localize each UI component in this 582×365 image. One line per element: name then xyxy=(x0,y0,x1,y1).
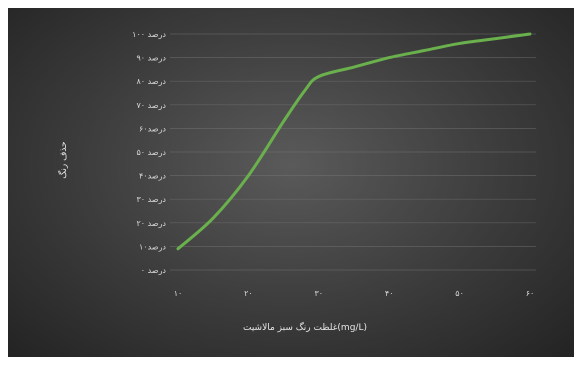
chart-frame: درصد ۰ درصد۱۰ درصد ۲۰ درصد ۳۰ درصد۴۰ درصد ۵۰ د… xyxy=(8,8,574,357)
y-axis-title: حذف رنگ xyxy=(57,141,69,178)
x-axis-title: غلظت رنگ سبز مالاشیت(mg/L) xyxy=(243,321,367,333)
x-tick-label: ۳۰ xyxy=(315,289,324,298)
y-tick-label: درصد۱۰ xyxy=(139,242,166,251)
y-tick-label: درصد ۰ xyxy=(141,266,167,275)
y-tick-label: درصد ۷۰ xyxy=(136,101,166,110)
x-tick-label: ۱۰ xyxy=(174,289,183,298)
x-tick-labels: ۱۰ ۲۰ ۳۰ ۴۰ ۵۰ ۶۰ xyxy=(174,289,535,298)
x-tick-label: ۴۰ xyxy=(385,289,394,298)
x-tick-label: ۶۰ xyxy=(526,289,535,298)
y-tick-label: درصد ۱۰۰ xyxy=(132,30,166,39)
y-tick-label: درصد ۳۰ xyxy=(136,195,166,204)
y-tick-label: درصد ۲۰ xyxy=(136,219,166,228)
line-chart: درصد ۰ درصد۱۰ درصد ۲۰ درصد ۳۰ درصد۴۰ درصد ۵۰ د… xyxy=(57,30,536,333)
x-tick-label: ۵۰ xyxy=(455,289,464,298)
series-layer xyxy=(176,32,532,251)
y-tick-label: درصد۴۰ xyxy=(139,172,166,181)
series-line xyxy=(176,32,532,251)
y-tick-label: درصد ۹۰ xyxy=(136,54,166,63)
grid-layer xyxy=(170,33,536,271)
y-tick-label: درصد۶۰ xyxy=(139,124,166,133)
y-tick-labels: درصد ۰ درصد۱۰ درصد ۲۰ درصد ۳۰ درصد۴۰ درصد ۵۰ د… xyxy=(132,30,166,275)
y-tick-label: درصد ۸۰ xyxy=(136,77,166,86)
x-tick-label: ۲۰ xyxy=(244,289,253,298)
y-tick-label: درصد ۵۰ xyxy=(136,148,166,157)
